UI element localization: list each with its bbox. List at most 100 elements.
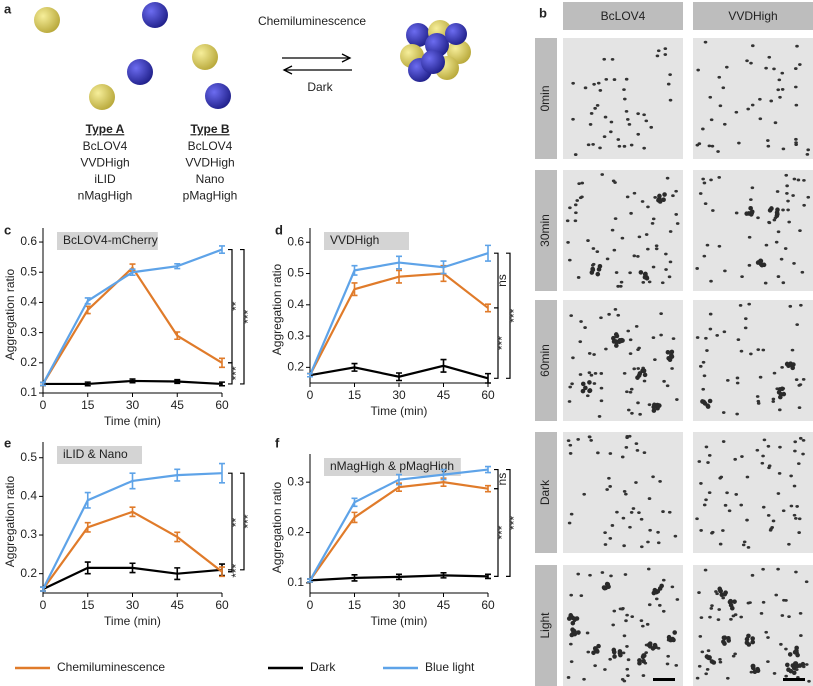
particle xyxy=(774,593,779,597)
particle xyxy=(758,375,763,379)
particle xyxy=(776,492,781,495)
particle xyxy=(662,379,666,383)
particle xyxy=(777,78,782,82)
y-tick-label: 0.2 xyxy=(287,525,304,539)
particle xyxy=(610,57,615,61)
particle xyxy=(630,615,635,618)
error-bar xyxy=(219,462,225,484)
particle xyxy=(703,202,708,206)
particle xyxy=(756,216,760,220)
particle xyxy=(621,651,626,655)
particle xyxy=(612,609,617,613)
particle xyxy=(671,194,675,198)
particle xyxy=(798,229,802,232)
aggregate xyxy=(787,652,793,657)
particle xyxy=(616,284,620,288)
particle xyxy=(735,381,740,385)
aggregate xyxy=(732,599,737,604)
aggregate xyxy=(569,632,575,638)
particle xyxy=(708,95,713,99)
particle xyxy=(695,267,699,270)
particle xyxy=(675,222,680,225)
particle xyxy=(739,503,744,507)
particle xyxy=(575,199,580,202)
particle xyxy=(651,475,655,479)
particle xyxy=(602,57,607,61)
particle xyxy=(726,378,730,382)
particle xyxy=(668,73,672,77)
aggregate xyxy=(750,636,755,641)
type-item: iLID xyxy=(94,172,116,186)
aggregate xyxy=(596,643,601,649)
particle xyxy=(710,604,714,608)
column-header-bg xyxy=(563,2,683,30)
panel-letter: f xyxy=(275,435,280,450)
particle xyxy=(707,144,712,148)
particle xyxy=(745,518,749,522)
particle xyxy=(587,352,592,355)
error-bar xyxy=(129,268,136,277)
series-line xyxy=(309,481,489,582)
particle xyxy=(717,175,722,179)
y-tick-label: 0.3 xyxy=(287,328,304,342)
particle xyxy=(656,541,661,545)
aggregate xyxy=(779,386,785,392)
particle xyxy=(699,616,704,620)
type-item: VVDHigh xyxy=(80,156,129,170)
particle xyxy=(569,642,573,646)
row-header-bg xyxy=(535,170,557,291)
aggregate xyxy=(669,353,674,358)
particle xyxy=(642,451,647,455)
particle xyxy=(802,203,806,207)
particle xyxy=(609,574,613,578)
particle xyxy=(578,373,583,376)
particle xyxy=(801,452,805,456)
particle xyxy=(749,670,754,674)
aggregate xyxy=(597,263,603,269)
particle xyxy=(746,107,750,111)
particle xyxy=(748,601,752,605)
column-header-bg xyxy=(693,2,813,30)
particle xyxy=(607,312,611,316)
particle xyxy=(767,220,771,224)
particle xyxy=(569,593,573,597)
y-tick-label: 0.1 xyxy=(287,575,304,589)
particle xyxy=(658,603,662,607)
particle xyxy=(622,544,626,548)
particle xyxy=(735,412,739,416)
sphere xyxy=(205,83,231,109)
particle xyxy=(794,378,799,382)
aggregate xyxy=(711,660,717,665)
particle xyxy=(798,612,803,615)
particle xyxy=(666,654,670,658)
particle xyxy=(610,524,615,527)
particle xyxy=(593,371,598,375)
particle xyxy=(674,663,679,667)
particle xyxy=(718,104,723,108)
particle xyxy=(766,636,770,639)
micrograph-bg xyxy=(693,300,813,421)
chart-title-bg xyxy=(57,446,142,464)
error-bar xyxy=(84,297,91,305)
particle xyxy=(655,54,660,58)
particle xyxy=(737,141,741,145)
series-line xyxy=(309,272,489,376)
particle xyxy=(637,235,642,239)
particle xyxy=(700,650,705,654)
particle xyxy=(591,143,595,146)
x-tick-label: 0 xyxy=(307,388,314,402)
x-axis-label: Time (min) xyxy=(104,614,161,628)
particle xyxy=(761,567,765,571)
particle xyxy=(620,236,625,240)
aggregate xyxy=(613,339,618,344)
error-bar xyxy=(174,331,181,341)
particle xyxy=(807,679,811,683)
sphere xyxy=(89,84,115,110)
particle xyxy=(747,302,751,306)
particle xyxy=(582,492,586,496)
x-axis-label: Time (min) xyxy=(104,414,161,428)
x-tick-label: 45 xyxy=(437,598,451,612)
particle xyxy=(778,408,782,412)
particle xyxy=(588,573,592,577)
type-title: Type B xyxy=(190,122,229,136)
